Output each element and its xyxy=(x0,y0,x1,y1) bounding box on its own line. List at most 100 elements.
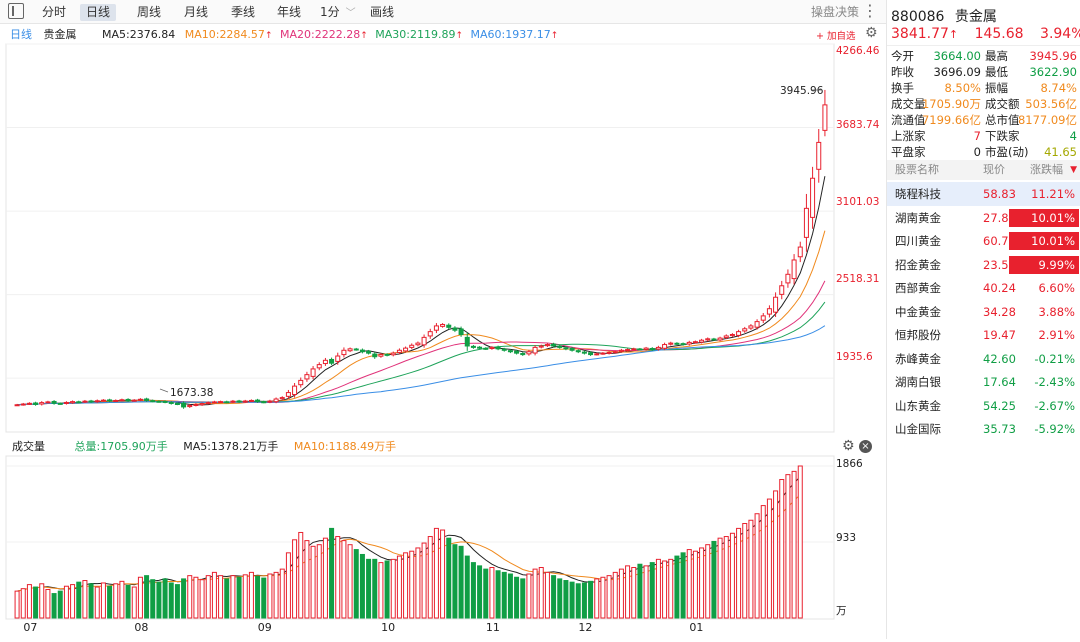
chart-toolbar: 分时 日线 周线 月线 季线 年线 1分 ﹀ 画线 操盘决策 ⋮ xyxy=(0,0,886,24)
stock-list-row[interactable]: 湖南白银 17.64 -2.43% xyxy=(887,370,1080,394)
candle-body xyxy=(261,401,267,404)
volume-bar xyxy=(729,532,735,619)
price-tick-top: 4266.46 xyxy=(836,45,880,57)
stock-list-row[interactable]: 山金国际 35.73 -5.92% xyxy=(887,417,1080,441)
price-tick-5: 1935.6 xyxy=(836,351,873,363)
stock-change-pct: 2.91% xyxy=(1038,328,1075,342)
volume-bar xyxy=(618,568,624,619)
volume-bar xyxy=(526,573,532,619)
volume-bar xyxy=(162,578,168,619)
ma10-label: MA10:2284.57 xyxy=(184,28,265,41)
ma5-label: MA5:2376.84 xyxy=(102,28,176,41)
candle-body xyxy=(14,404,20,407)
tab-daily[interactable]: 日线 xyxy=(80,4,117,21)
price-header: 3841.77↑ 145.68 3.94% xyxy=(891,26,1080,42)
ma60-line xyxy=(17,325,826,406)
candle-body xyxy=(581,351,587,354)
volume-bar xyxy=(403,552,409,619)
col-name-header[interactable]: 股票名称 xyxy=(895,163,939,176)
candle-body xyxy=(255,399,261,403)
candle-body xyxy=(359,349,365,353)
volume-bar xyxy=(766,498,772,619)
more-icon[interactable]: ⋮ xyxy=(862,1,878,20)
volume-bar xyxy=(57,590,63,619)
quote-row: 换手 8.50% 振幅 8.74% xyxy=(887,80,1080,96)
x-axis-label-01: 01 xyxy=(689,621,703,634)
volume-bar xyxy=(26,584,32,619)
tab-monthly[interactable]: 月线 xyxy=(184,5,209,19)
candle-body xyxy=(421,336,427,346)
col-price-header[interactable]: 现价 xyxy=(983,163,1005,176)
volume-bar xyxy=(372,558,378,619)
volume-bar xyxy=(612,571,618,619)
volume-bar xyxy=(563,580,569,619)
candle-body xyxy=(569,347,575,351)
stock-list-row[interactable]: 恒邦股份 19.47 2.91% xyxy=(887,323,1080,347)
candle-body xyxy=(390,352,396,356)
candle-body xyxy=(711,338,717,341)
candle-body xyxy=(680,343,686,346)
candle-body xyxy=(729,334,735,337)
x-axis-labels: 07 08 09 10 11 12 01 xyxy=(23,621,703,634)
stock-list-row[interactable]: 晓程科技 58.83 11.21% xyxy=(887,182,1080,206)
candle-body xyxy=(705,338,711,341)
candle-body xyxy=(119,399,125,402)
stock-change-pct: -5.92% xyxy=(1034,422,1075,436)
candle-body xyxy=(193,403,199,406)
sidebar-toggle-icon[interactable] xyxy=(8,3,24,19)
stock-list-row[interactable]: 招金黄金 23.57 9.99% xyxy=(887,253,1080,277)
col-pct-header[interactable]: 涨跌幅 xyxy=(1030,163,1063,176)
volume-bar xyxy=(705,544,711,619)
stock-list-row[interactable]: 湖南黄金 27.80 10.01% xyxy=(887,206,1080,230)
stock-change-pct: 11.21% xyxy=(1031,187,1075,201)
security-header: 880086 贵金属 xyxy=(891,6,997,26)
ma20-label: MA20:2222.28 xyxy=(279,28,361,41)
volume-bar xyxy=(45,588,51,619)
volume-panel-frame xyxy=(5,455,835,620)
candle-body xyxy=(655,346,661,350)
tab-intraday[interactable]: 分时 xyxy=(42,5,67,19)
volume-bar xyxy=(329,527,335,619)
volume-bar xyxy=(662,560,668,619)
ma10-line xyxy=(17,230,826,406)
quote-row: 流通值 7199.66亿 总市值 8177.09亿 xyxy=(887,112,1080,128)
candle-body xyxy=(150,400,156,403)
tab-weekly[interactable]: 周线 xyxy=(137,5,162,19)
candle-body xyxy=(612,351,618,354)
quote-value: 3664.00 xyxy=(933,49,981,63)
quote-label: 今开 xyxy=(891,49,914,63)
trade-decision-button[interactable]: 操盘决策 xyxy=(811,5,860,19)
stock-list-row[interactable]: 山东黄金 54.25 -2.67% xyxy=(887,394,1080,418)
candle-body xyxy=(39,402,45,405)
quote-value: 7 xyxy=(973,129,981,143)
candle-body xyxy=(273,398,279,403)
candle-body xyxy=(211,401,217,404)
stock-list-row[interactable]: 西部黄金 40.24 6.60% xyxy=(887,276,1080,300)
settings-gear-icon[interactable]: ⚙ xyxy=(865,25,878,41)
stock-list-row[interactable]: 中金黄金 34.28 3.88% xyxy=(887,300,1080,324)
candle-body xyxy=(686,341,692,345)
candle-body xyxy=(70,401,76,404)
quote-label: 流通值 xyxy=(891,113,926,127)
candle-body xyxy=(452,327,458,331)
add-watchlist-button[interactable]: + 加自选 xyxy=(816,31,856,42)
tab-yearly[interactable]: 年线 xyxy=(277,5,302,19)
tab-drawing[interactable]: 画线 xyxy=(370,5,395,19)
volume-settings-gear-icon[interactable]: ⚙ xyxy=(842,438,855,454)
tab-minute-select[interactable]: 1分 ﹀ xyxy=(320,4,356,21)
volume-bar xyxy=(680,552,686,619)
volume-bar xyxy=(452,544,458,619)
volume-bar xyxy=(33,586,39,619)
stock-list-row[interactable]: 四川黄金 60.78 10.01% xyxy=(887,229,1080,253)
kline-chart[interactable]: 4266.46 3683.74 3101.03 2518.31 1935.6 3… xyxy=(0,24,886,639)
stock-change-pct: 10.01% xyxy=(1009,208,1079,227)
tab-quarterly[interactable]: 季线 xyxy=(231,5,256,19)
candle-body xyxy=(341,349,347,356)
close-volume-panel-icon[interactable]: × xyxy=(859,440,872,453)
sort-desc-icon[interactable]: ▼ xyxy=(1070,165,1077,175)
stock-list-row[interactable]: 赤峰黄金 42.60 -0.21% xyxy=(887,347,1080,371)
volume-bar xyxy=(125,584,131,619)
volume-bar xyxy=(483,568,489,619)
volume-bar xyxy=(433,527,439,619)
volume-bar xyxy=(723,536,729,619)
